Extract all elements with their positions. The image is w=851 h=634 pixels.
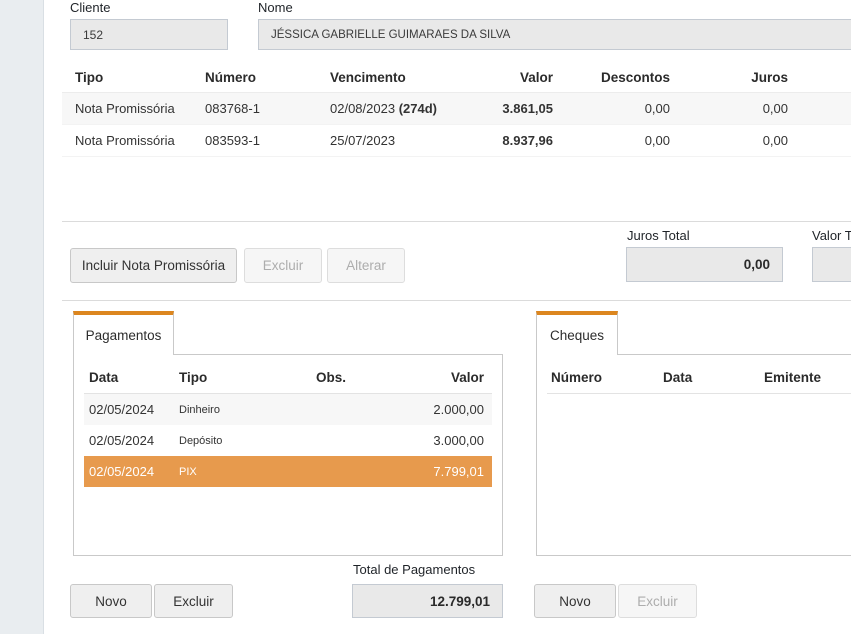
cheques-header-numero: Número [551, 370, 603, 385]
client-field[interactable]: 152 [70, 19, 228, 50]
note-cell-numero: 083768-1 [205, 101, 260, 116]
divider-middle [62, 300, 851, 301]
cheques-header-emitente: Emitente [764, 370, 822, 385]
tab-pagamentos-label: Pagamentos [85, 327, 162, 343]
payments-table-header: Data Tipo Obs. Valor [84, 355, 492, 394]
payments-header-tipo: Tipo [179, 370, 208, 385]
cheques-panel: Número Data Emitente [536, 354, 851, 556]
note-row[interactable]: Nota Promissória 083593-1 25/07/2023 8.9… [62, 125, 851, 157]
cheques-header-data: Data [663, 370, 693, 385]
payments-header-valor: Valor [450, 370, 484, 385]
tab-cheques[interactable]: Cheques [536, 311, 618, 355]
left-sidebar-strip [0, 0, 44, 634]
payments-header-data: Data [89, 370, 119, 385]
payment-cell-tipo: Dinheiro [179, 403, 220, 416]
note-cell-descontos: 0,00 [644, 133, 670, 148]
total-pagamentos-label: Total de Pagamentos [353, 562, 476, 577]
note-cell-valor: 3.861,05 [502, 101, 553, 116]
note-cell-juros: 0,00 [762, 101, 788, 116]
payment-cell-valor: 2.000,00 [433, 402, 484, 417]
tab-pagamentos[interactable]: Pagamentos [73, 311, 174, 355]
payment-cell-tipo: PIX [179, 465, 197, 478]
total-pagamentos-field[interactable]: 12.799,01 [352, 584, 503, 618]
note-cell-descontos: 0,00 [644, 101, 670, 116]
notes-table-header: Tipo Número Vencimento Valor Descontos J… [62, 70, 851, 93]
cheques-table-header: Número Data Emitente [547, 355, 851, 394]
total-pagamentos-value: 12.799,01 [429, 593, 490, 609]
excluir-pagamento-button[interactable]: Excluir [154, 584, 233, 618]
payment-cell-tipo: Depósito [179, 434, 223, 447]
juros-total-value: 0,00 [743, 257, 770, 272]
excluir-nota-button[interactable]: Excluir [244, 248, 322, 283]
valor-total-label: Valor Total [812, 228, 851, 243]
alterar-nota-button[interactable]: Alterar [327, 248, 405, 283]
note-cell-vencimento: 25/07/2023 [330, 133, 396, 148]
novo-cheque-button[interactable]: Novo [534, 584, 616, 618]
note-cell-tipo: Nota Promissória [75, 101, 175, 116]
payment-row[interactable]: 02/05/2024 Dinheiro 2.000,00 [84, 394, 492, 425]
note-cell-numero: 083593-1 [205, 133, 260, 148]
novo-pagamento-button[interactable]: Novo [70, 584, 152, 618]
notes-header-tipo: Tipo [75, 70, 104, 85]
note-cell-tipo: Nota Promissória [75, 133, 175, 148]
incluir-nota-button[interactable]: Incluir Nota Promissória [70, 248, 237, 283]
note-row[interactable]: Nota Promissória 083768-1 02/08/2023 (27… [62, 93, 851, 125]
note-cell-vencimento: 02/08/2023 (274d) [330, 101, 437, 116]
payment-cell-data: 02/05/2024 [89, 464, 155, 479]
payment-cell-valor: 7.799,01 [433, 464, 484, 479]
payments-header-obs: Obs. [316, 370, 347, 385]
name-field[interactable]: JÉSSICA GABRIELLE GUIMARAES DA SILVA [258, 19, 851, 50]
divider-top [62, 221, 851, 222]
payment-cell-data: 02/05/2024 [89, 433, 155, 448]
valor-total-field[interactable] [812, 247, 851, 282]
juros-total-label: Juros Total [627, 228, 690, 243]
name-value: JÉSSICA GABRIELLE GUIMARAES DA SILVA [271, 28, 511, 41]
payment-cell-data: 02/05/2024 [89, 402, 155, 417]
tab-cheques-label: Cheques [549, 327, 605, 343]
payment-row-selected[interactable]: 02/05/2024 PIX 7.799,01 [84, 456, 492, 487]
payment-row[interactable]: 02/05/2024 Depósito 3.000,00 [84, 425, 492, 456]
payments-panel: Data Tipo Obs. Valor 02/05/2024 Dinheiro… [73, 354, 503, 556]
notes-header-descontos: Descontos [600, 70, 670, 85]
client-label: Cliente [70, 0, 111, 15]
excluir-cheque-button[interactable]: Excluir [618, 584, 697, 618]
notes-header-vencimento: Vencimento [330, 70, 406, 85]
name-label: Nome [258, 0, 293, 15]
notes-header-valor: Valor [519, 70, 553, 85]
note-cell-valor: 8.937,96 [502, 133, 553, 148]
juros-total-field[interactable]: 0,00 [626, 247, 783, 282]
client-value: 152 [83, 27, 104, 42]
notes-header-numero: Número [205, 70, 257, 85]
notes-header-juros: Juros [751, 70, 788, 85]
payment-cell-valor: 3.000,00 [433, 433, 484, 448]
notes-table: Tipo Número Vencimento Valor Descontos J… [62, 70, 851, 157]
note-cell-juros: 0,00 [762, 133, 788, 148]
